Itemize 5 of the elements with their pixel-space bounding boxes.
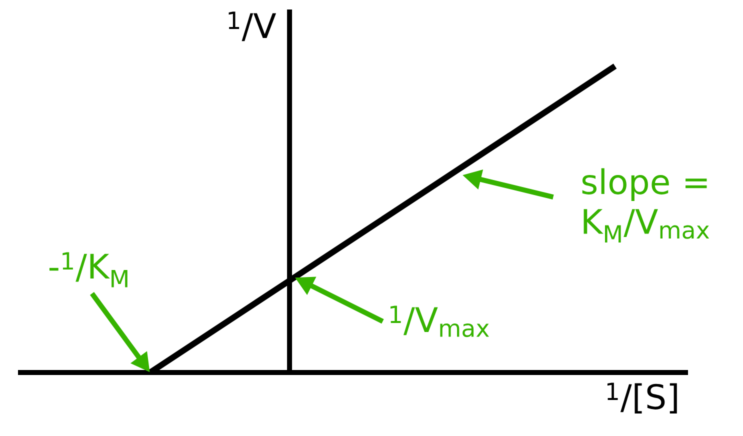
annotation: -$^{1}$/K$_{M}$	[49, 252, 128, 288]
x-axis-title: $^{1}$/[S]	[607, 382, 677, 414]
y-axis-title: $^{1}$/V	[228, 12, 276, 42]
annotation: $^{1}$/V$_{max}$	[390, 306, 489, 338]
annotation: slope = K$_{M}$/V$_{max}$	[582, 168, 710, 243]
